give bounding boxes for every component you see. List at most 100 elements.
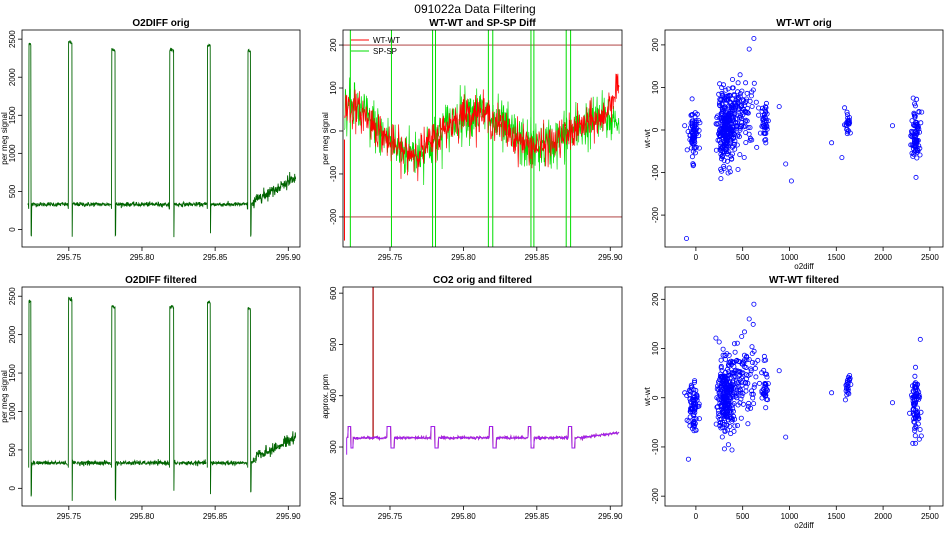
scatter-point xyxy=(756,112,762,118)
scatter-point xyxy=(747,137,753,143)
scatter-point xyxy=(762,106,768,112)
series-segment-o2diff xyxy=(35,459,68,466)
scatter-point xyxy=(733,120,739,126)
y-tick-label: 2000 xyxy=(8,325,17,343)
scatter-point xyxy=(713,147,719,153)
scatter-point xyxy=(740,390,746,396)
x-tick-label: 295.75 xyxy=(57,253,82,262)
scatter-point xyxy=(762,124,768,130)
scatter-point xyxy=(718,147,724,153)
scatter-point xyxy=(909,131,915,137)
scatter-point xyxy=(719,406,725,412)
scatter-point xyxy=(843,122,849,128)
scatter-point xyxy=(746,400,752,406)
scatter-point xyxy=(744,105,750,111)
scatter-point xyxy=(722,429,728,435)
x-tick-label: 295.90 xyxy=(276,512,301,521)
scatter-point xyxy=(913,440,919,446)
plot-frame xyxy=(342,29,623,248)
scatter-point xyxy=(725,115,731,121)
plot-frame xyxy=(21,286,301,507)
x-tick-label: 0 xyxy=(694,512,699,521)
y-axis-label: per meg signal xyxy=(0,112,9,165)
scatter-point xyxy=(730,359,736,365)
scatter-point xyxy=(739,393,745,399)
x-tick-label: 295.80 xyxy=(451,512,476,521)
scatter-point xyxy=(749,344,755,350)
scatter-point xyxy=(729,447,735,453)
scatter-point xyxy=(756,105,762,111)
scatter-point xyxy=(745,125,751,131)
scatter-point xyxy=(743,365,749,371)
y-tick-label: 100 xyxy=(651,80,660,94)
panel-title: CO2 orig and filtered xyxy=(433,275,532,286)
scatter-point xyxy=(764,374,770,380)
scatter-point xyxy=(716,381,722,387)
scatter-point xyxy=(714,115,720,121)
scatter-point xyxy=(718,371,724,377)
x-tick-label: 0 xyxy=(694,253,699,262)
scatter-point xyxy=(742,123,748,129)
scatter-point xyxy=(913,120,919,126)
scatter-point xyxy=(718,425,724,431)
scatter-point xyxy=(735,99,741,105)
scatter-point xyxy=(747,125,753,131)
scatter-point xyxy=(745,421,751,427)
series-line-wt-wt xyxy=(344,73,620,182)
series-segment-o2diff xyxy=(67,296,77,501)
scatter-point xyxy=(682,123,688,129)
scatter-point xyxy=(845,112,851,118)
scatter-point xyxy=(734,142,740,148)
scatter-point xyxy=(737,152,743,158)
scatter-point xyxy=(743,130,749,136)
scatter-point xyxy=(913,174,919,180)
panels: O2DIFF orig 295.75 295.80 295.85 295.90 0 500 1… xyxy=(0,18,944,530)
scatter-point xyxy=(719,153,725,159)
scatter-point xyxy=(728,431,734,437)
scatter-point xyxy=(757,380,763,386)
scatter-point xyxy=(693,119,699,125)
y-tick-label: 600 xyxy=(329,286,338,300)
scatter-point xyxy=(721,129,727,135)
scatter-point xyxy=(724,427,730,433)
scatter-point xyxy=(732,423,738,429)
scatter-point xyxy=(684,147,690,153)
scatter-point xyxy=(762,137,768,143)
y-tick-label: 1000 xyxy=(8,144,17,162)
scatter-point xyxy=(751,36,757,42)
scatter-point xyxy=(722,134,728,140)
scatter-point xyxy=(718,97,724,103)
y-tick-label: 0 xyxy=(651,127,660,132)
scatter-point xyxy=(910,440,916,446)
scatter-point xyxy=(732,101,738,107)
series-segment-o2diff xyxy=(178,459,207,467)
series-segment-o2diff xyxy=(255,431,297,463)
scatter-point xyxy=(730,394,736,400)
scatter-point xyxy=(744,357,750,363)
scatter-point xyxy=(755,357,761,363)
scatter-point xyxy=(731,135,737,141)
scatter-point xyxy=(916,126,922,132)
scatter-point xyxy=(735,166,741,172)
scatter-point xyxy=(720,346,726,352)
scatter-point xyxy=(688,145,694,151)
scatter-point xyxy=(763,405,769,411)
scatter-point xyxy=(746,316,752,322)
scatter-point xyxy=(912,425,918,431)
x-tick-label: 1500 xyxy=(827,512,845,521)
series-segment-o2diff xyxy=(76,459,112,467)
y-tick-label: 200 xyxy=(329,38,338,52)
scatter-point xyxy=(721,166,727,172)
scatter-point xyxy=(723,391,729,397)
y-tick-label: -200 xyxy=(329,208,338,225)
scatter-point xyxy=(839,155,845,161)
scatter-point xyxy=(731,413,737,419)
scatter-point xyxy=(763,136,769,142)
scatter-point xyxy=(743,140,749,146)
scatter-point xyxy=(917,336,923,342)
scatter-point xyxy=(729,128,735,134)
scatter-point xyxy=(694,395,700,401)
scatter-point xyxy=(913,388,919,394)
scatter-point xyxy=(751,80,757,86)
